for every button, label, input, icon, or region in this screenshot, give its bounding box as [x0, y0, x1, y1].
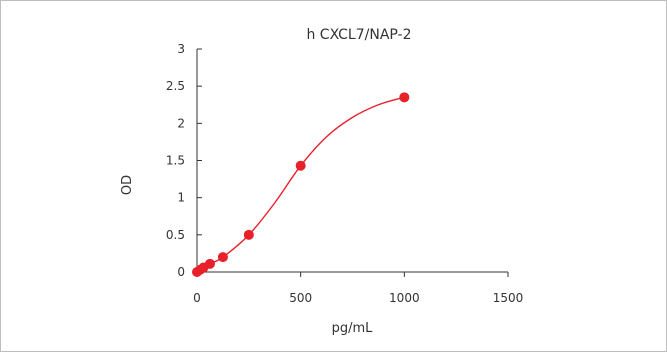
x-tick-label: 500	[289, 291, 312, 305]
y-tick-label: 1.5	[166, 154, 185, 168]
data-point	[399, 92, 410, 103]
data-point	[204, 258, 215, 269]
x-axis-label: pg/mL	[332, 321, 374, 336]
data-point	[295, 160, 306, 171]
y-tick-label: 0	[177, 265, 185, 279]
fitted-curve	[196, 96, 405, 273]
y-tick-label: 2.5	[166, 79, 185, 93]
axes	[196, 48, 509, 277]
y-tick-label: 0.5	[166, 228, 185, 242]
tick-labels: 0 0.5 1 1.5 2 2.5 3 0 500 1000 1500	[166, 42, 523, 305]
x-tick-label: 0	[193, 291, 201, 305]
x-tick-label: 1000	[389, 291, 420, 305]
y-axis-label: OD	[120, 175, 135, 195]
data-point	[243, 229, 254, 240]
data-point	[217, 252, 228, 263]
data-points	[192, 92, 410, 277]
y-tick-label: 2	[177, 116, 185, 130]
chart-title: h CXCL7/NAP-2	[306, 27, 411, 43]
y-tick-label: 1	[177, 191, 185, 205]
y-tick-label: 3	[177, 42, 185, 56]
x-tick-label: 1500	[493, 291, 524, 305]
